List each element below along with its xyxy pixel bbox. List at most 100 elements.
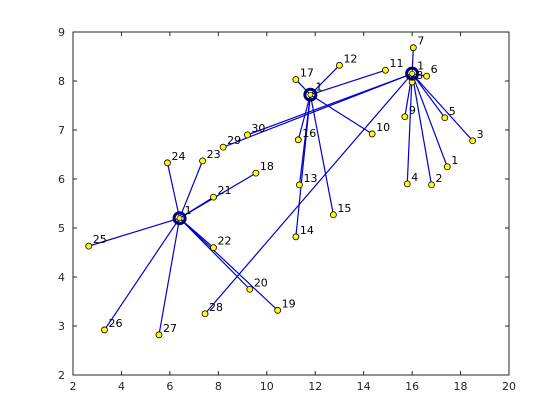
edge-27 (158, 218, 181, 335)
node-point-13 (296, 181, 303, 189)
edge-14 (295, 94, 311, 237)
x-tick-label-6: 6 (166, 380, 173, 393)
edge-25 (88, 217, 180, 247)
node-label-6: 6 (431, 63, 438, 76)
y-tick-label-8: 8 (58, 75, 65, 88)
hub-ring-3 (405, 66, 420, 81)
node-label-15: 15 (337, 202, 351, 215)
node-point-20 (246, 285, 254, 293)
edge-10 (310, 94, 373, 135)
node-label-17: 17 (300, 67, 314, 80)
node-label-20: 20 (254, 276, 268, 289)
edge-15 (309, 94, 334, 215)
node-point-18 (252, 169, 260, 177)
node-label-23: 23 (207, 148, 221, 161)
node-label-21: 21 (217, 184, 231, 197)
x-axis-ticks: 2 4 6 8 10 12 14 16 18 20 (70, 32, 516, 393)
edge-20 (179, 217, 251, 290)
node-point-23 (199, 157, 206, 165)
axes-box (72, 31, 510, 376)
node-layer (85, 44, 477, 339)
node-point-3 (469, 137, 477, 145)
node-label-25: 25 (93, 233, 107, 246)
x-tick-label-2: 2 (70, 380, 77, 393)
y-tick-label-3: 3 (58, 320, 65, 333)
node-label-10: 10 (376, 121, 390, 134)
node-point-15 (329, 211, 337, 219)
node-label-1: 2 (435, 172, 442, 185)
edge-2 (411, 73, 448, 167)
x-tick-label-18: 18 (454, 380, 468, 393)
edge-23 (179, 160, 204, 219)
edge-22 (179, 217, 214, 249)
y-tick-label-5: 5 (58, 222, 65, 235)
node-point-25 (85, 242, 93, 250)
node-point-19 (274, 306, 282, 314)
node-label-29: 29 (227, 134, 241, 147)
edge-5 (411, 73, 446, 119)
node-label-26: 26 (108, 317, 122, 330)
node-label-9: 9 (409, 104, 416, 117)
node-label-7: 7 (417, 35, 424, 48)
node-label-18: 18 (260, 160, 274, 173)
node-point-11 (382, 66, 389, 74)
x-tick-label-14: 14 (357, 380, 371, 393)
x-tick-label-20: 20 (502, 380, 516, 393)
node-point-27 (155, 331, 163, 339)
node-point-28 (201, 310, 209, 318)
node-point-9 (401, 113, 409, 121)
hub-point-2 (307, 91, 314, 98)
edge-17 (295, 79, 311, 96)
y-tick-label-6: 6 (58, 173, 65, 186)
hub-point-3 (409, 70, 415, 77)
edge-16 (297, 94, 311, 140)
node-label-4: 4 (411, 171, 418, 184)
node-label-19: 19 (282, 297, 296, 310)
node-point-4 (403, 180, 411, 188)
node-point-24 (164, 159, 171, 167)
node-point-30 (243, 131, 251, 139)
y-tick-label-7: 7 (58, 124, 65, 137)
hub-point-1 (176, 215, 183, 221)
node-label-30: 30 (251, 122, 265, 135)
y-tick-label-2: 2 (58, 369, 65, 382)
node-point-1 (428, 181, 435, 189)
hub-label-2: 1 (315, 81, 322, 94)
node-point-5 (441, 114, 449, 122)
edge-26 (103, 217, 181, 331)
x-tick-label-4: 4 (118, 380, 125, 393)
edge-30 (247, 73, 413, 136)
x-tick-label-8: 8 (215, 380, 222, 393)
node-label-11: 11 (389, 57, 403, 70)
hub-label-3: 1 (417, 60, 424, 73)
edge-3 (411, 73, 474, 142)
node-point-7 (409, 44, 417, 52)
y-tick-label-4: 4 (58, 271, 65, 284)
plot-area (73, 32, 509, 375)
x-tick-label-12: 12 (308, 380, 322, 393)
node-label-layer: 2134567891011121314151617181920212223242… (93, 35, 484, 335)
edge-19 (179, 217, 279, 311)
node-point-29 (219, 143, 227, 151)
node-label-22: 22 (217, 235, 231, 248)
node-label-28: 28 (209, 301, 223, 314)
hub-ring-1 (172, 211, 187, 226)
x-tick-label-16: 16 (405, 380, 419, 393)
node-label-2: 1 (451, 154, 458, 167)
node-point-6 (423, 72, 431, 80)
node-label-14: 14 (300, 224, 314, 237)
node-label-27: 27 (163, 322, 177, 335)
node-label-12: 12 (343, 52, 357, 65)
edge-4 (406, 73, 413, 184)
node-point-14 (292, 233, 300, 241)
node-label-5: 5 (449, 105, 456, 118)
node-label-3: 3 (477, 128, 484, 141)
edge-28 (204, 73, 413, 315)
node-point-10 (368, 130, 376, 138)
node-point-26 (101, 326, 108, 334)
node-label-16: 16 (302, 127, 316, 140)
node-label-24: 24 (171, 150, 185, 163)
node-label-13: 13 (303, 172, 317, 185)
